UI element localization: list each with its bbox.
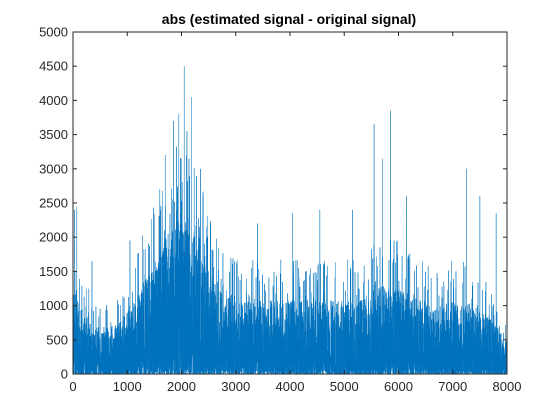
x-tick-label: 0 bbox=[69, 379, 76, 394]
y-tick-label: 3000 bbox=[39, 161, 68, 176]
y-tick-label: 4500 bbox=[39, 59, 68, 74]
x-tick-label: 4000 bbox=[276, 379, 305, 394]
y-tick-label: 4000 bbox=[39, 93, 68, 108]
y-tick-label: 0 bbox=[61, 367, 68, 382]
x-tick-label: 8000 bbox=[493, 379, 522, 394]
series-layer bbox=[72, 66, 508, 375]
y-tick-label: 3500 bbox=[39, 127, 68, 142]
chart-title: abs (estimated signal - original signal) bbox=[162, 11, 416, 27]
x-tick-label: 1000 bbox=[113, 379, 142, 394]
y-tick-label: 1000 bbox=[39, 298, 68, 313]
y-tick-label: 2000 bbox=[39, 230, 68, 245]
x-tick-label: 3000 bbox=[221, 379, 250, 394]
y-tick-label: 2500 bbox=[39, 196, 68, 211]
x-tick-label: 2000 bbox=[167, 379, 196, 394]
x-axis: 0 1000 2000 3000 4000 5000 6000 7000 8000 bbox=[69, 32, 521, 394]
x-tick-label: 5000 bbox=[330, 379, 359, 394]
signal-error-line bbox=[72, 66, 508, 375]
x-tick-label: 6000 bbox=[384, 379, 413, 394]
y-tick-label: 500 bbox=[46, 332, 68, 347]
y-tick-label: 1500 bbox=[39, 264, 68, 279]
y-axis: 0 500 1000 1500 2000 2500 3000 3500 4000 4500 5000 bbox=[39, 25, 507, 382]
y-tick-label: 5000 bbox=[39, 25, 68, 40]
x-tick-label: 7000 bbox=[438, 379, 467, 394]
